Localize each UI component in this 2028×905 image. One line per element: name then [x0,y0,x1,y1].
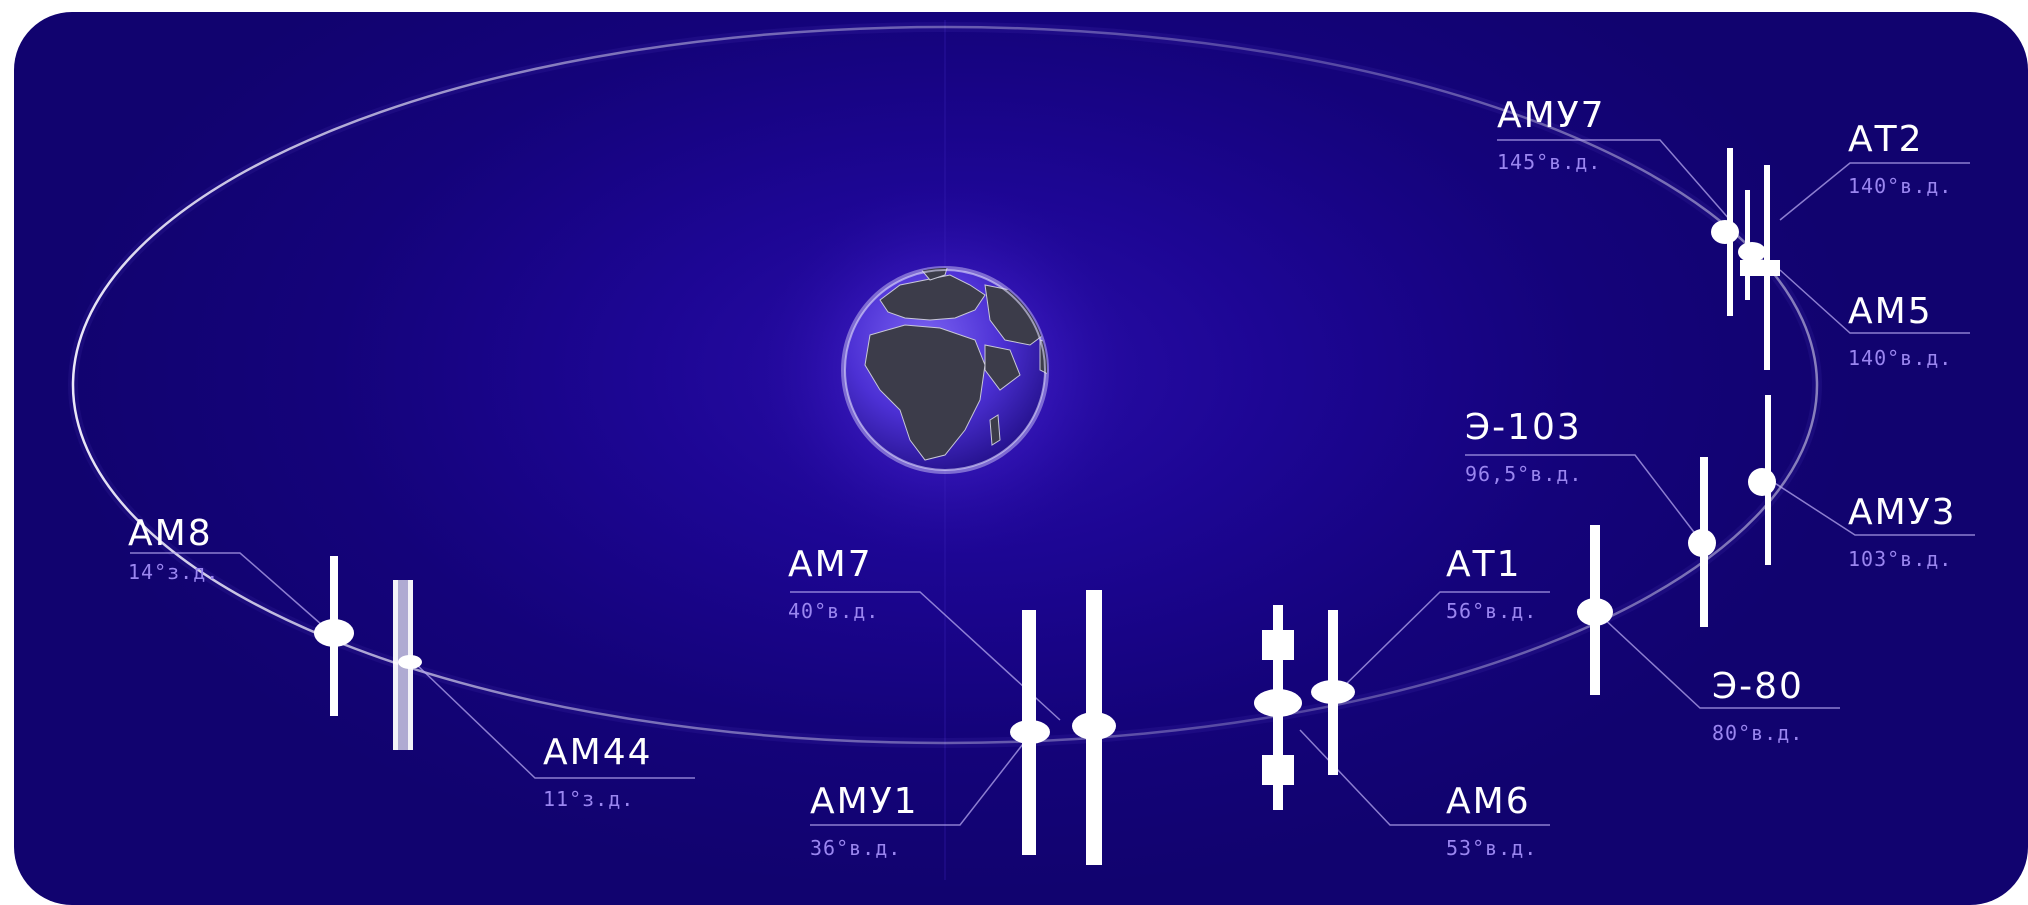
satellite-e80-icon [1577,525,1613,695]
satellite-name: АМ5 [1848,291,1933,332]
satellite-icons [314,148,1780,865]
satellite-position: 145°в.д. [1497,150,1602,174]
satellite-label-am7: АМ7 40°в.д. [788,544,880,624]
earth-globe-icon [841,266,1049,474]
satellite-position: 140°в.д. [1848,174,1953,198]
satellite-label-at1: АТ1 56°в.д. [1446,544,1538,624]
satellite-position: 40°в.д. [788,599,880,623]
satellite-position: 14°з.д. [128,560,220,584]
satellite-am8-icon [314,556,422,750]
satellite-label-e80: Э-80 80°в.д. [1712,666,1804,746]
satellite-position: 80°в.д. [1712,721,1804,745]
satellite-position: 56°в.д. [1446,599,1538,623]
satellite-label-am8: АМ8 14°з.д. [128,513,220,585]
satellite-position: 36°в.д. [810,836,902,860]
satellite-label-am5: АМ5 140°в.д. [1848,291,1953,371]
satellite-name: АМ8 [128,513,213,554]
satellite-name: АМ7 [788,544,873,585]
geostationary-orbit [71,25,1819,745]
satellite-position: 53°в.д. [1446,836,1538,860]
satellite-position: 11°з.д. [543,787,635,811]
satellite-cluster-140-icon [1711,148,1780,370]
satellite-name: АТ2 [1848,119,1924,160]
satellite-label-am6: АМ6 53°в.д. [1446,781,1538,861]
satellite-name: АМУ3 [1848,492,1957,533]
satellite-name: Э-103 [1465,407,1582,448]
connector-lines [130,139,1975,826]
satellite-name: АМУ1 [810,781,919,822]
satellite-amu3-icon [1748,395,1776,565]
satellite-position: 96,5°в.д. [1465,462,1583,486]
satellite-label-am44: АМ44 11°з.д. [543,732,653,812]
satellite-am7-icon [1010,590,1116,865]
satellite-name: АМ6 [1446,781,1531,822]
satellite-e103-icon [1688,457,1716,627]
satellite-position: 103°в.д. [1848,547,1953,571]
satellite-name: АМУ7 [1497,95,1606,136]
satellite-am6-icon [1254,605,1355,810]
satellite-label-e103: Э-103 96,5°в.д. [1465,407,1583,487]
satellite-position: 140°в.д. [1848,346,1953,370]
satellite-name: Э-80 [1712,666,1804,707]
satellite-label-amu1: АМУ1 36°в.д. [810,781,919,861]
satellite-label-at2: АТ2 140°в.д. [1848,119,1953,199]
satellite-label-amu7: АМУ7 145°в.д. [1497,95,1606,175]
satellite-name: АМ44 [543,732,653,773]
satellite-label-amu3: АМУ3 103°в.д. [1848,492,1957,572]
satellite-name: АТ1 [1446,544,1522,585]
